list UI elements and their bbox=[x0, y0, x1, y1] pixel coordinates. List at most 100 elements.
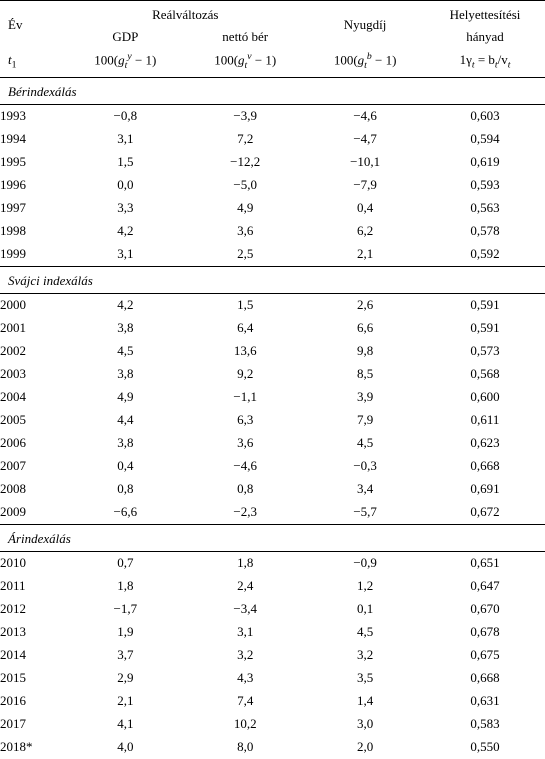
table-row: 19943,17,2−4,70,594 bbox=[0, 128, 545, 151]
cell-ratio: 0,594 bbox=[425, 128, 545, 151]
cell-ratio: 0,568 bbox=[425, 363, 545, 386]
cell-pension: −0,3 bbox=[305, 455, 425, 478]
formula-pension: 100(gtb − 1) bbox=[305, 47, 425, 77]
table-row: 20174,110,23,00,583 bbox=[0, 713, 545, 736]
cell-wage: 13,6 bbox=[185, 340, 305, 363]
cell-pension: 3,2 bbox=[305, 644, 425, 667]
cell-ratio: 0,623 bbox=[425, 432, 545, 455]
cell-ratio: 0,603 bbox=[425, 104, 545, 128]
cell-ratio: 0,600 bbox=[425, 386, 545, 409]
section-header: Árindexálás bbox=[0, 524, 545, 551]
cell-year: 2005 bbox=[0, 409, 65, 432]
cell-pension: −7,9 bbox=[305, 174, 425, 197]
cell-pension: 2,6 bbox=[305, 293, 425, 317]
cell-wage: 2,4 bbox=[185, 575, 305, 598]
table-row: 20162,17,41,40,631 bbox=[0, 690, 545, 713]
cell-year: 2008 bbox=[0, 478, 65, 501]
cell-ratio: 0,593 bbox=[425, 174, 545, 197]
cell-year: 2017 bbox=[0, 713, 65, 736]
table-body: Bérindexálás1993−0,8−3,9−4,60,60319943,1… bbox=[0, 77, 545, 759]
cell-gdp: −1,7 bbox=[65, 598, 185, 621]
cell-ratio: 0,550 bbox=[425, 736, 545, 759]
cell-wage: 7,2 bbox=[185, 128, 305, 151]
cell-wage: 3,6 bbox=[185, 220, 305, 243]
cell-pension: −4,7 bbox=[305, 128, 425, 151]
table-row: 19960,0−5,0−7,90,593 bbox=[0, 174, 545, 197]
table-row: 20063,83,64,50,623 bbox=[0, 432, 545, 455]
cell-wage: −12,2 bbox=[185, 151, 305, 174]
cell-gdp: 0,0 bbox=[65, 174, 185, 197]
cell-wage: 3,2 bbox=[185, 644, 305, 667]
cell-pension: 4,5 bbox=[305, 621, 425, 644]
cell-gdp: 4,9 bbox=[65, 386, 185, 409]
header-pension: Nyugdíj bbox=[305, 1, 425, 48]
cell-ratio: 0,631 bbox=[425, 690, 545, 713]
cell-wage: 6,4 bbox=[185, 317, 305, 340]
cell-ratio: 0,678 bbox=[425, 621, 545, 644]
section-title: Svájci indexálás bbox=[0, 266, 545, 293]
table-row: 19993,12,52,10,592 bbox=[0, 243, 545, 267]
cell-wage: −2,3 bbox=[185, 501, 305, 525]
cell-year: 2006 bbox=[0, 432, 65, 455]
cell-year: 2015 bbox=[0, 667, 65, 690]
cell-gdp: 1,5 bbox=[65, 151, 185, 174]
cell-gdp: 3,7 bbox=[65, 644, 185, 667]
header-year: Év bbox=[0, 1, 65, 48]
table-row: 2018*4,08,02,00,550 bbox=[0, 736, 545, 759]
cell-pension: 1,4 bbox=[305, 690, 425, 713]
table-row: 2012−1,7−3,40,10,670 bbox=[0, 598, 545, 621]
section-header: Svájci indexálás bbox=[0, 266, 545, 293]
table-row: 20013,86,46,60,591 bbox=[0, 317, 545, 340]
table-row: 19973,34,90,40,563 bbox=[0, 197, 545, 220]
header-t1: t1 bbox=[0, 47, 65, 77]
header-gdp: GDP bbox=[65, 27, 185, 47]
cell-pension: −10,1 bbox=[305, 151, 425, 174]
cell-gdp: 3,1 bbox=[65, 128, 185, 151]
cell-gdp: 3,8 bbox=[65, 317, 185, 340]
cell-gdp: −0,8 bbox=[65, 104, 185, 128]
cell-year: 1993 bbox=[0, 104, 65, 128]
cell-gdp: 4,2 bbox=[65, 293, 185, 317]
cell-gdp: 3,8 bbox=[65, 363, 185, 386]
cell-year: 2003 bbox=[0, 363, 65, 386]
cell-year: 2014 bbox=[0, 644, 65, 667]
cell-gdp: 4,0 bbox=[65, 736, 185, 759]
cell-wage: 8,0 bbox=[185, 736, 305, 759]
cell-gdp: 0,7 bbox=[65, 551, 185, 575]
cell-wage: 0,8 bbox=[185, 478, 305, 501]
cell-year: 2007 bbox=[0, 455, 65, 478]
cell-gdp: 4,4 bbox=[65, 409, 185, 432]
cell-ratio: 0,591 bbox=[425, 293, 545, 317]
cell-wage: −5,0 bbox=[185, 174, 305, 197]
cell-gdp: 4,5 bbox=[65, 340, 185, 363]
cell-gdp: 3,1 bbox=[65, 243, 185, 267]
cell-ratio: 0,563 bbox=[425, 197, 545, 220]
cell-year: 1999 bbox=[0, 243, 65, 267]
cell-year: 2001 bbox=[0, 317, 65, 340]
cell-gdp: 3,8 bbox=[65, 432, 185, 455]
cell-pension: 2,0 bbox=[305, 736, 425, 759]
cell-pension: −0,9 bbox=[305, 551, 425, 575]
cell-gdp: 0,8 bbox=[65, 478, 185, 501]
cell-gdp: 0,4 bbox=[65, 455, 185, 478]
cell-wage: 3,6 bbox=[185, 432, 305, 455]
cell-wage: −3,4 bbox=[185, 598, 305, 621]
cell-year: 2011 bbox=[0, 575, 65, 598]
cell-ratio: 0,672 bbox=[425, 501, 545, 525]
cell-gdp: 2,1 bbox=[65, 690, 185, 713]
table-row: 20131,93,14,50,678 bbox=[0, 621, 545, 644]
cell-pension: 7,9 bbox=[305, 409, 425, 432]
cell-ratio: 0,591 bbox=[425, 317, 545, 340]
cell-ratio: 0,611 bbox=[425, 409, 545, 432]
cell-wage: 3,1 bbox=[185, 621, 305, 644]
cell-wage: 10,2 bbox=[185, 713, 305, 736]
cell-wage: 6,3 bbox=[185, 409, 305, 432]
cell-year: 1996 bbox=[0, 174, 65, 197]
header-netwage: nettó bér bbox=[185, 27, 305, 47]
cell-ratio: 0,619 bbox=[425, 151, 545, 174]
cell-pension: 3,4 bbox=[305, 478, 425, 501]
cell-year: 1997 bbox=[0, 197, 65, 220]
header-replacement-2: hányad bbox=[425, 27, 545, 47]
cell-ratio: 0,670 bbox=[425, 598, 545, 621]
formula-wage: 100(gtv − 1) bbox=[185, 47, 305, 77]
